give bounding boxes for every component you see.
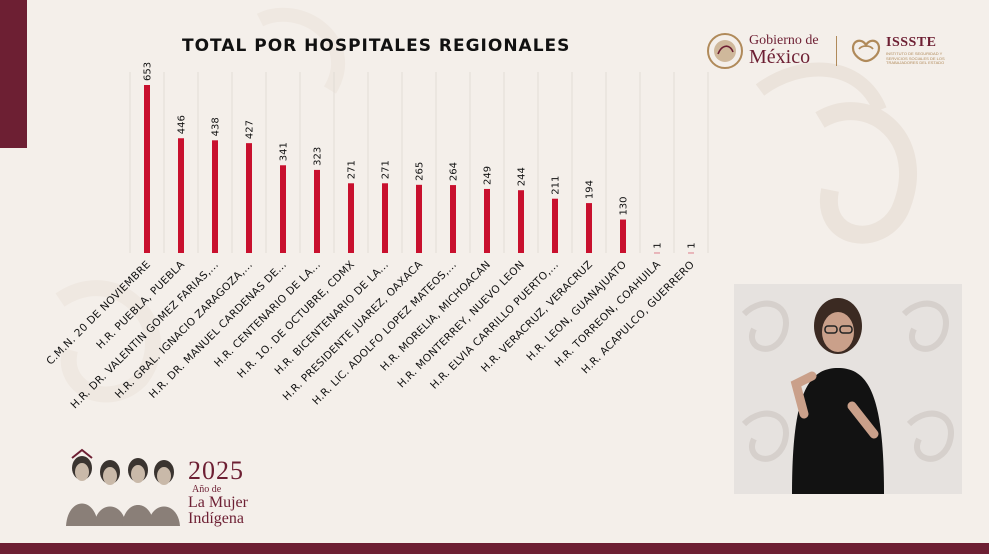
interpreter-figure: [734, 284, 962, 494]
sign-language-interpreter-video: [734, 284, 962, 494]
brand-line-2: Indígena: [188, 510, 244, 527]
chart-value-label: 194: [585, 180, 596, 199]
chart-bar: [246, 143, 252, 253]
chart-bar: [144, 85, 150, 253]
chart-bar: [484, 188, 490, 253]
chart-bar: [450, 185, 456, 253]
chart-bar: [518, 190, 524, 253]
chart-title: TOTAL POR HOSPITALES REGIONALES: [182, 36, 571, 56]
chart-value-label: 211: [551, 176, 562, 195]
chart-bar: [586, 203, 592, 253]
chart-category-label: H.R. ELVIA CARRILLO PUERTO,...: [428, 259, 561, 392]
chart-value-label: 446: [177, 115, 188, 134]
gov-logo-line2: México: [749, 46, 811, 68]
issste-emblem-icon: [851, 39, 881, 63]
chart-value-label: 265: [415, 162, 426, 181]
chart-bar: [178, 138, 184, 253]
chart-value-label: 249: [483, 166, 494, 185]
chart-value-label: 130: [619, 196, 630, 215]
chart-value-label: 271: [347, 160, 358, 179]
chart-value-label: 1: [653, 242, 664, 248]
chart-bar: [688, 252, 694, 254]
chart-value-label: 271: [381, 160, 392, 179]
bottom-accent-bar: [0, 543, 989, 554]
chart-bar: [416, 184, 422, 253]
chart-bar: [280, 165, 286, 253]
chart-category-label: H.R. DR. VALENTIN GOMEZ FARIAS,...: [69, 259, 222, 412]
chart-bar: [348, 183, 354, 253]
indigenous-women-illustration: [66, 448, 180, 526]
chart-category-label: H.R. MONTERREY, NUEVO LEON: [395, 259, 527, 391]
issste-logo-text: ISSSTE: [886, 35, 937, 50]
chart-value-label: 427: [245, 120, 256, 139]
chart-value-label: 341: [279, 142, 290, 161]
brand-year: 2025: [188, 456, 244, 485]
chart-value-label: 1: [687, 242, 698, 248]
chart-bar: [212, 140, 218, 253]
chart-value-label: 244: [517, 167, 528, 186]
chart-value-label: 653: [143, 62, 154, 81]
logo-divider: [836, 36, 837, 66]
gobierno-mexico-seal-icon: [707, 33, 743, 69]
chart-bar: [382, 183, 388, 253]
chart-value-label: 323: [313, 147, 324, 166]
chart-bar: [654, 252, 660, 254]
chart-bar: [314, 169, 320, 253]
gov-logo-line1: Gobierno de: [749, 33, 819, 48]
chart-bar: [620, 219, 626, 253]
chart-value-label: 438: [211, 117, 222, 136]
issste-logo-subtitle: INSTITUTO DE SEGURIDAD Y SERVICIOS SOCIA…: [886, 51, 945, 66]
brand-line-1: La Mujer: [188, 494, 248, 511]
brand-year-of: Año de: [192, 484, 222, 495]
chart-bar: [552, 198, 558, 253]
chart-value-label: 264: [449, 162, 460, 181]
left-accent-bar: [0, 0, 27, 148]
